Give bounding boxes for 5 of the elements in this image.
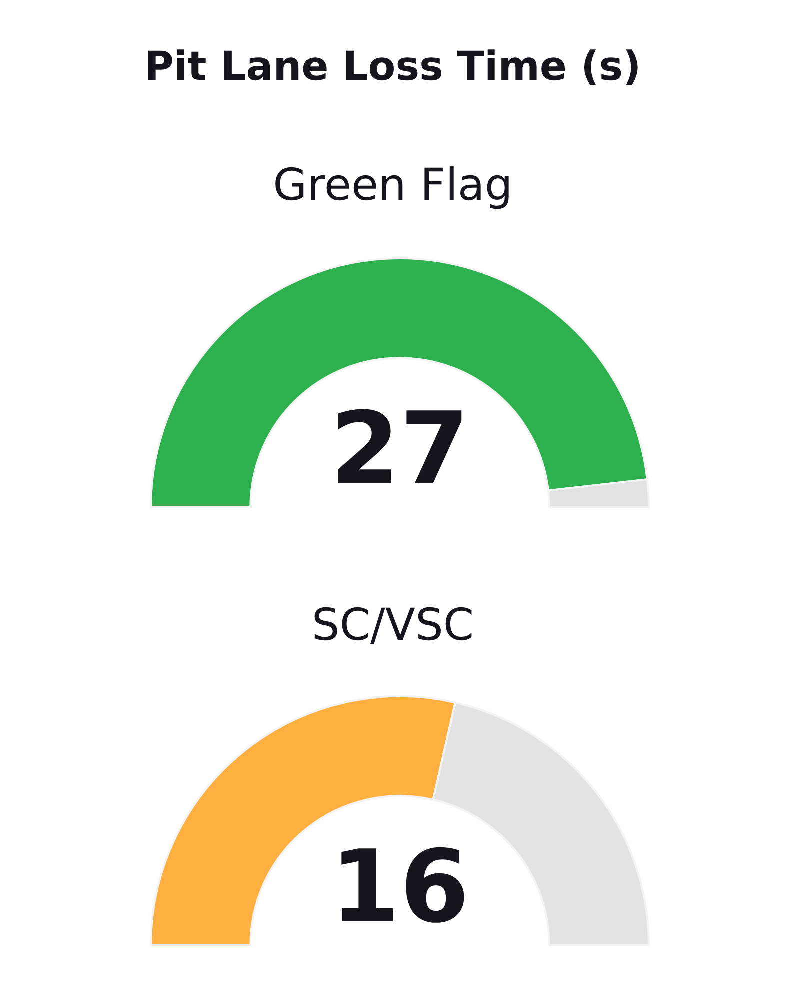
- chart-title: Pit Lane Loss Time (s): [144, 44, 642, 90]
- chart-title: SC/VSC: [310, 600, 476, 651]
- data-label: 27: [330, 390, 470, 508]
- chart-subtitle: Green Flag: [272, 160, 514, 211]
- data-label: 16: [330, 828, 470, 946]
